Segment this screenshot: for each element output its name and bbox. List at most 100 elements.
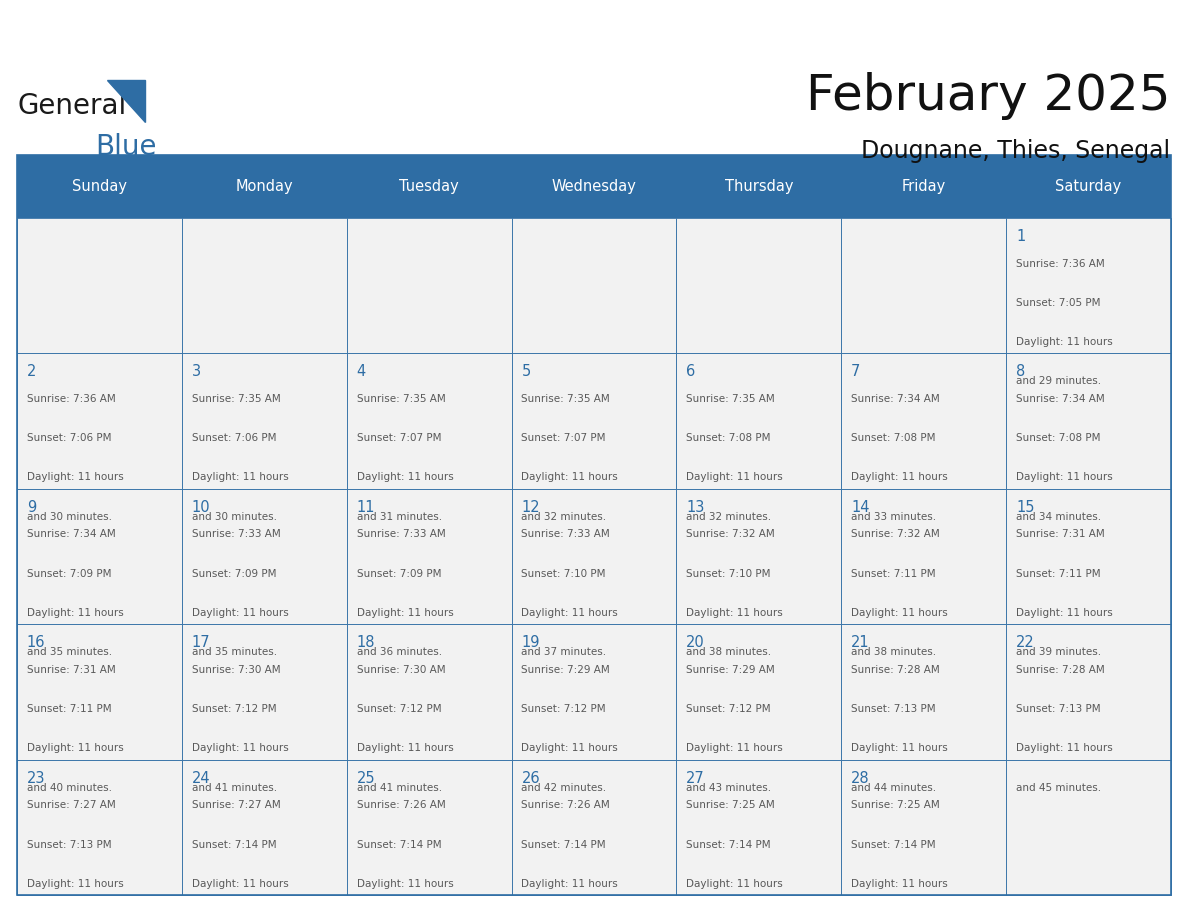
Bar [676,353,841,488]
Text: Sunset: 7:14 PM: Sunset: 7:14 PM [522,839,606,849]
Text: Daylight: 11 hours: Daylight: 11 hours [191,879,289,889]
Text: 11: 11 [356,499,375,515]
Text: Sunrise: 7:25 AM: Sunrise: 7:25 AM [687,800,775,811]
Text: Daylight: 11 hours: Daylight: 11 hours [851,744,948,754]
Text: and 33 minutes.: and 33 minutes. [851,511,936,521]
Text: Thursday: Thursday [725,179,794,194]
Text: Blue: Blue [95,133,157,161]
Bar [182,759,347,895]
Bar [512,218,676,353]
Text: Sunset: 7:08 PM: Sunset: 7:08 PM [1016,433,1100,443]
Text: 8: 8 [1016,364,1025,379]
Text: Sunrise: 7:29 AM: Sunrise: 7:29 AM [522,665,611,675]
Text: Sunrise: 7:35 AM: Sunrise: 7:35 AM [522,394,611,404]
Bar [1006,759,1171,895]
Text: Daylight: 11 hours: Daylight: 11 hours [27,879,124,889]
Text: Sunrise: 7:36 AM: Sunrise: 7:36 AM [1016,259,1105,269]
Text: and 42 minutes.: and 42 minutes. [522,782,607,792]
Text: Sunrise: 7:25 AM: Sunrise: 7:25 AM [851,800,940,811]
Text: 1: 1 [1016,229,1025,244]
Text: Sunset: 7:07 PM: Sunset: 7:07 PM [356,433,441,443]
Text: 5: 5 [522,364,531,379]
Text: Sunrise: 7:35 AM: Sunrise: 7:35 AM [191,394,280,404]
Text: 24: 24 [191,771,210,786]
Text: Sunset: 7:14 PM: Sunset: 7:14 PM [191,839,277,849]
Text: Daylight: 11 hours: Daylight: 11 hours [27,744,124,754]
Text: and 41 minutes.: and 41 minutes. [191,782,277,792]
Text: Daylight: 11 hours: Daylight: 11 hours [851,473,948,483]
Bar [17,155,1171,218]
Bar [17,488,182,624]
Text: 15: 15 [1016,499,1035,515]
Text: and 32 minutes.: and 32 minutes. [522,511,607,521]
Bar [182,353,347,488]
Text: Daylight: 11 hours: Daylight: 11 hours [687,473,783,483]
Text: 26: 26 [522,771,541,786]
Text: and 38 minutes.: and 38 minutes. [687,647,771,657]
Text: Daylight: 11 hours: Daylight: 11 hours [687,608,783,618]
Text: and 41 minutes.: and 41 minutes. [356,782,442,792]
Text: 10: 10 [191,499,210,515]
Text: Sunset: 7:14 PM: Sunset: 7:14 PM [687,839,771,849]
Text: Saturday: Saturday [1055,179,1121,194]
Text: Monday: Monday [235,179,293,194]
Text: Sunrise: 7:32 AM: Sunrise: 7:32 AM [687,530,775,540]
Text: Daylight: 11 hours: Daylight: 11 hours [522,879,618,889]
Bar [676,218,841,353]
Bar [182,488,347,624]
Text: 25: 25 [356,771,375,786]
Bar [841,353,1006,488]
Text: and 30 minutes.: and 30 minutes. [191,511,277,521]
Text: Sunset: 7:14 PM: Sunset: 7:14 PM [356,839,441,849]
Text: Dougnane, Thies, Senegal: Dougnane, Thies, Senegal [861,140,1170,163]
Bar [1006,624,1171,759]
Text: Daylight: 11 hours: Daylight: 11 hours [356,608,454,618]
Text: Sunset: 7:09 PM: Sunset: 7:09 PM [191,568,277,578]
Text: and 45 minutes.: and 45 minutes. [1016,782,1101,792]
Text: Sunset: 7:13 PM: Sunset: 7:13 PM [851,704,936,714]
Text: Sunrise: 7:31 AM: Sunrise: 7:31 AM [1016,530,1105,540]
Text: and 39 minutes.: and 39 minutes. [1016,647,1101,657]
Bar [17,624,182,759]
Bar [1006,488,1171,624]
Text: Daylight: 11 hours: Daylight: 11 hours [687,744,783,754]
Text: 14: 14 [851,499,870,515]
Text: Daylight: 11 hours: Daylight: 11 hours [191,744,289,754]
Text: Sunrise: 7:34 AM: Sunrise: 7:34 AM [27,530,115,540]
Bar [512,624,676,759]
Text: Daylight: 11 hours: Daylight: 11 hours [1016,337,1113,347]
Text: and 31 minutes.: and 31 minutes. [356,511,442,521]
Text: Sunset: 7:11 PM: Sunset: 7:11 PM [1016,568,1100,578]
Bar [17,759,182,895]
Text: Sunrise: 7:30 AM: Sunrise: 7:30 AM [191,665,280,675]
Text: 3: 3 [191,364,201,379]
Text: and 35 minutes.: and 35 minutes. [27,647,112,657]
Text: Sunset: 7:12 PM: Sunset: 7:12 PM [191,704,277,714]
Text: Sunset: 7:08 PM: Sunset: 7:08 PM [851,433,936,443]
Text: Sunrise: 7:33 AM: Sunrise: 7:33 AM [191,530,280,540]
Text: 7: 7 [851,364,860,379]
Text: Sunrise: 7:34 AM: Sunrise: 7:34 AM [1016,394,1105,404]
Text: Daylight: 11 hours: Daylight: 11 hours [27,608,124,618]
Text: and 29 minutes.: and 29 minutes. [1016,376,1101,386]
Text: 9: 9 [27,499,36,515]
Text: Sunrise: 7:28 AM: Sunrise: 7:28 AM [1016,665,1105,675]
Text: and 30 minutes.: and 30 minutes. [27,511,112,521]
Bar [182,624,347,759]
Bar [841,218,1006,353]
Text: Daylight: 11 hours: Daylight: 11 hours [27,473,124,483]
Text: Daylight: 11 hours: Daylight: 11 hours [356,473,454,483]
Text: Sunset: 7:12 PM: Sunset: 7:12 PM [687,704,771,714]
Text: Daylight: 11 hours: Daylight: 11 hours [522,608,618,618]
Text: Sunset: 7:12 PM: Sunset: 7:12 PM [356,704,441,714]
Text: 12: 12 [522,499,541,515]
Text: Sunrise: 7:33 AM: Sunrise: 7:33 AM [522,530,611,540]
Text: Wednesday: Wednesday [551,179,637,194]
Bar [182,218,347,353]
Text: Daylight: 11 hours: Daylight: 11 hours [1016,608,1113,618]
Text: Sunset: 7:10 PM: Sunset: 7:10 PM [522,568,606,578]
Text: Sunset: 7:06 PM: Sunset: 7:06 PM [27,433,112,443]
Text: 27: 27 [687,771,704,786]
Text: 19: 19 [522,635,541,650]
Text: Sunrise: 7:27 AM: Sunrise: 7:27 AM [191,800,280,811]
